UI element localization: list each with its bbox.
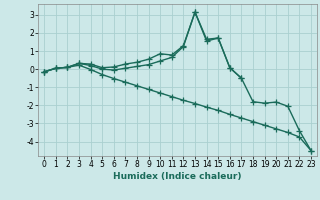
X-axis label: Humidex (Indice chaleur): Humidex (Indice chaleur) xyxy=(113,172,242,181)
